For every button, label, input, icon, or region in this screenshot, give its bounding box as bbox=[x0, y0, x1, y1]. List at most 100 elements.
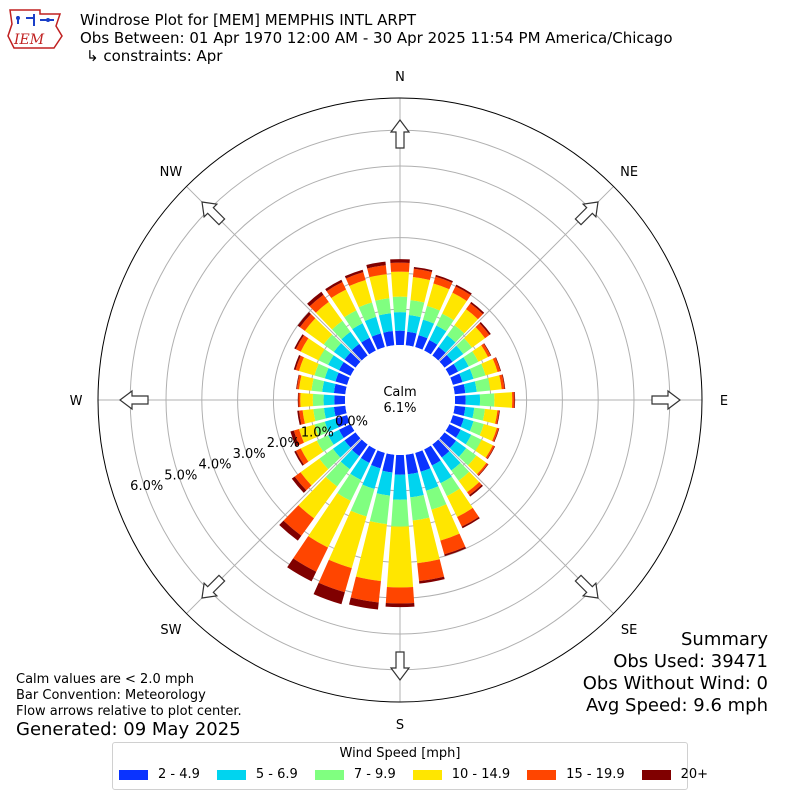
wind-bar-segment bbox=[405, 453, 419, 475]
wind-bar-segment bbox=[390, 259, 410, 263]
wind-bar-segment bbox=[344, 269, 364, 279]
wind-bar-segment bbox=[410, 495, 430, 521]
wind-bar-segment bbox=[453, 405, 466, 416]
compass-label: SW bbox=[160, 623, 181, 638]
wind-bar-segment bbox=[294, 334, 304, 350]
wind-bar-segment bbox=[420, 468, 439, 491]
wind-bar-segment bbox=[415, 335, 428, 350]
wind-bar-segment bbox=[298, 392, 301, 408]
wind-bar-segment bbox=[391, 271, 409, 297]
flow-arrow-icon bbox=[651, 389, 681, 411]
wind-bar-segment bbox=[446, 488, 473, 517]
calm-note: Calm values are < 2.0 mph bbox=[16, 672, 195, 687]
legend-swatch bbox=[412, 769, 442, 780]
wind-bar-segment bbox=[313, 407, 326, 422]
chart-title: Windrose Plot for [MEM] MEMPHIS INTL ARP… bbox=[80, 11, 417, 29]
wind-bar-segment bbox=[324, 368, 339, 382]
calm-circle bbox=[345, 345, 455, 455]
wind-bar-segment bbox=[467, 455, 487, 475]
wind-bar-segment bbox=[458, 471, 480, 493]
wind-bar-segment bbox=[314, 363, 329, 379]
wind-bar-segment bbox=[367, 265, 387, 278]
legend-swatch bbox=[119, 769, 148, 780]
wind-bar-segment bbox=[386, 526, 414, 588]
wind-bar-segment bbox=[435, 274, 453, 283]
wind-bar-segment bbox=[454, 395, 466, 405]
wind-bar-segment bbox=[300, 393, 313, 407]
wind-bar-segment bbox=[351, 439, 368, 457]
wind-bar-segment bbox=[395, 330, 405, 346]
legend-swatch bbox=[641, 769, 671, 780]
wind-bar-segment bbox=[439, 432, 457, 449]
wind-bar-segment bbox=[369, 274, 390, 301]
wind-bar-segment bbox=[295, 335, 309, 352]
wind-bar-segment bbox=[299, 314, 316, 331]
arrow-shape bbox=[389, 119, 411, 149]
wind-bar-segment bbox=[296, 374, 302, 390]
wind-bar-segment bbox=[408, 300, 425, 318]
wind-bar-segment bbox=[483, 343, 492, 356]
wind-bar-segment bbox=[335, 415, 350, 428]
wind-bar-segment bbox=[371, 333, 385, 350]
wind-bar-segment bbox=[493, 428, 500, 443]
wind-bar-segment bbox=[333, 383, 347, 395]
flow-arrows-note: Flow arrows relative to plot center. bbox=[16, 704, 242, 719]
wind-bar-segment bbox=[298, 476, 338, 519]
wind-bar-segment bbox=[469, 363, 486, 379]
wind-bar-segment bbox=[319, 448, 341, 470]
wind-bar-segment bbox=[344, 432, 361, 448]
wind-bar-segment bbox=[465, 303, 483, 320]
wind-bar-segment bbox=[458, 448, 477, 466]
wind-bar-segment bbox=[407, 472, 424, 498]
radial-tick-label: 2.0% bbox=[267, 436, 300, 451]
wind-bar-segment bbox=[291, 476, 307, 493]
wind-bar-segment bbox=[461, 516, 480, 529]
wind-bar-segment bbox=[331, 320, 351, 340]
wind-bar-segment bbox=[445, 424, 461, 438]
wind-bar-segment bbox=[295, 448, 309, 465]
legend-item: 2 - 4.9 bbox=[119, 767, 200, 782]
wind-bar-segment bbox=[457, 507, 479, 527]
wind-bar-segment bbox=[323, 406, 336, 419]
wind-bar-segment bbox=[383, 331, 395, 347]
compass-label: E bbox=[720, 394, 728, 409]
wind-bar-segment bbox=[358, 302, 377, 321]
iem-logo: IEM bbox=[7, 9, 63, 49]
wind-bar-segment bbox=[495, 357, 502, 372]
wind-bar-segment bbox=[410, 276, 430, 303]
wind-bar-segment bbox=[315, 301, 343, 330]
flow-arrow-icon bbox=[201, 201, 226, 226]
logo-text: IEM bbox=[13, 32, 45, 48]
wind-bar-segment bbox=[312, 393, 324, 407]
wind-bar-segment bbox=[485, 445, 495, 459]
legend-items: 2 - 4.9 5 - 6.9 7 - 9.9 10 - 14.9 15 - 19.9 2… bbox=[119, 767, 708, 782]
wind-bar-segment bbox=[279, 520, 302, 541]
wind-bar-segment bbox=[350, 484, 375, 517]
wind-bar-segment bbox=[475, 323, 490, 339]
generated-date: Generated: 09 May 2025 bbox=[16, 719, 241, 740]
arrow-shape bbox=[651, 389, 681, 411]
wind-bar-segment bbox=[351, 343, 368, 361]
wind-bar-segment bbox=[311, 378, 325, 392]
radial-tick-labels: 0.0%1.0%2.0%3.0%4.0%5.0%6.0% bbox=[130, 415, 368, 495]
wind-bar-segment bbox=[295, 355, 304, 372]
compass-label: N bbox=[395, 70, 405, 85]
wind-bar-segment bbox=[333, 405, 347, 417]
wind-bar-segment bbox=[328, 429, 344, 445]
calm-label: Calm bbox=[383, 385, 416, 400]
wind-bar-segment bbox=[456, 338, 473, 354]
wind-bar-segment bbox=[475, 439, 493, 458]
arrow-shape bbox=[201, 201, 226, 226]
radial-tick-label: 5.0% bbox=[164, 468, 197, 483]
wind-bar-segment bbox=[436, 313, 454, 332]
wind-bar-segment bbox=[355, 521, 387, 582]
wind-bar-segment bbox=[453, 384, 466, 395]
flow-arrow-icon bbox=[574, 201, 599, 226]
wind-bar-segment bbox=[465, 434, 482, 451]
wind-bar-segment bbox=[451, 462, 470, 481]
calm-disk bbox=[345, 345, 455, 455]
wind-bar-segment bbox=[325, 279, 343, 292]
wind-bar-segment bbox=[423, 305, 440, 324]
wind-bar-segment bbox=[341, 331, 360, 351]
compass-label: NW bbox=[160, 165, 183, 180]
